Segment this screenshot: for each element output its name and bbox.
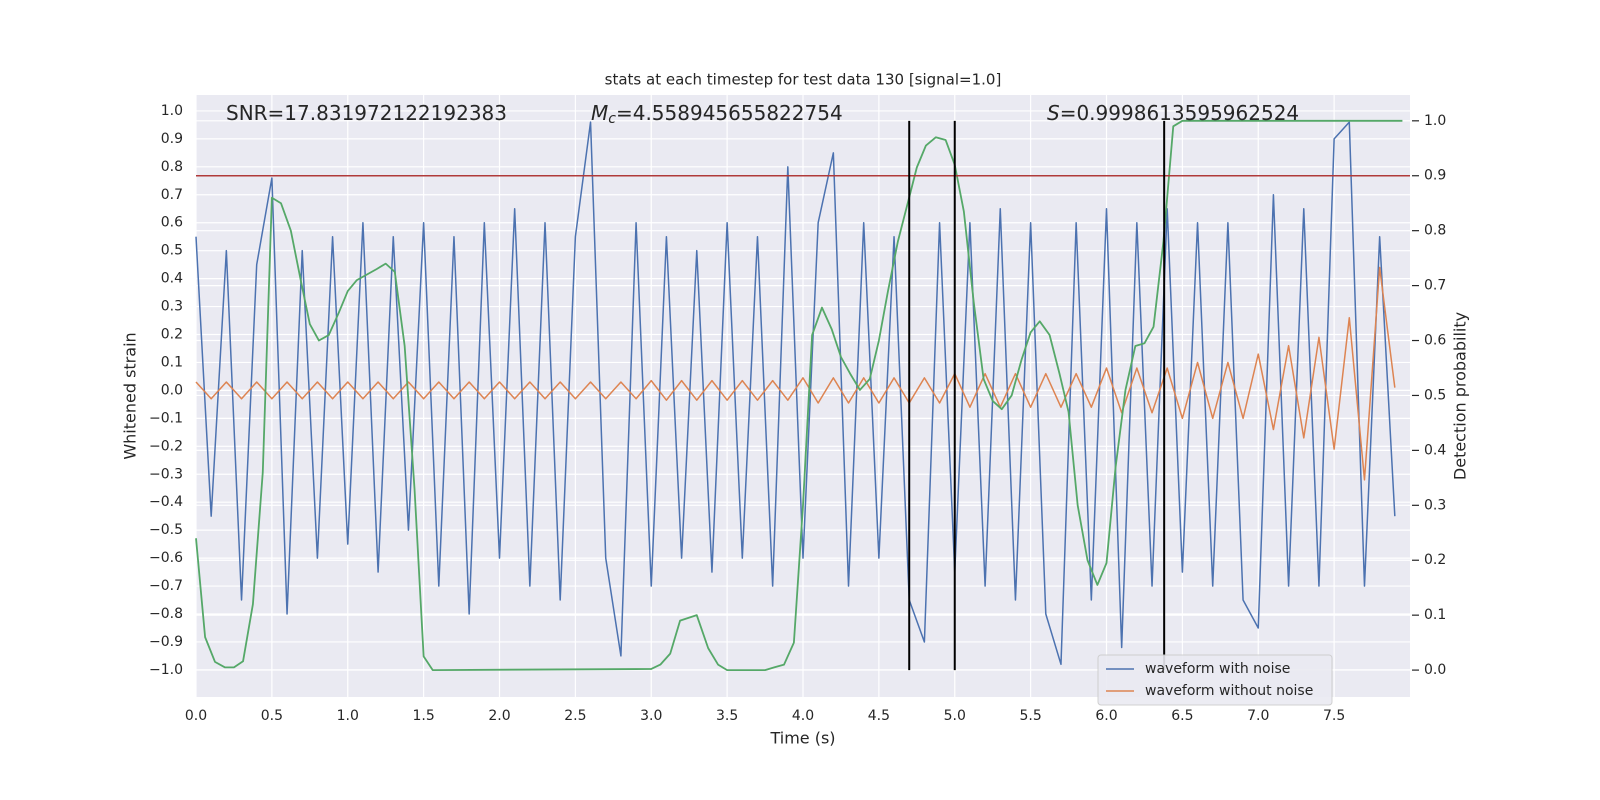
y-tick-label: −0.7: [149, 578, 183, 594]
annotation-symbol: M: [591, 101, 608, 125]
x-tick-label: 1.0: [337, 708, 359, 724]
y-tick-label: −0.5: [149, 522, 183, 538]
x-tick-label: 7.0: [1247, 708, 1269, 724]
annotation-text: =4.558945655822754: [616, 101, 843, 125]
x-tick-label: 6.0: [1095, 708, 1117, 724]
x-tick-label: 3.0: [640, 708, 662, 724]
grid: [195, 95, 1410, 697]
y-tick-label: −0.1: [149, 410, 183, 426]
labels: 0.0 0.5 1.0 1.5 2.0 2.5 3.0 3.5 4.0 4.5 5.0 5.5 6.0 6…: [149, 101, 1446, 725]
y-tick-label: 0.0: [161, 382, 183, 398]
x-tick-label: 6.5: [1171, 708, 1193, 724]
y2-tick-label: 1.0: [1424, 113, 1446, 129]
x-tick-label: 1.5: [412, 708, 434, 724]
annotation: S=0.9998613595962524: [1047, 101, 1299, 125]
x-tick-label: 7.5: [1323, 708, 1345, 724]
x-tick-label: 2.5: [564, 708, 586, 724]
data-line: [195, 119, 1403, 671]
annotation: Mc=4.558945655822754: [591, 101, 843, 128]
y-tick-label: 0.4: [161, 271, 183, 287]
data-line: [195, 266, 1396, 481]
y2-tick-label: 0.6: [1424, 333, 1446, 349]
y-tick-label: −1.0: [149, 662, 183, 678]
legend-box: [1097, 654, 1333, 706]
x-tick-label: 5.0: [944, 708, 966, 724]
x-tick-label: 3.5: [716, 708, 738, 724]
y-tick-label: −0.4: [149, 494, 183, 510]
y2-tick-label: 0.5: [1424, 387, 1446, 403]
y2-tick-label: 0.3: [1424, 497, 1446, 513]
y-tick-label: −0.8: [149, 606, 183, 622]
legend-label: waveform with noise: [1145, 661, 1290, 677]
x-tick-label: 4.0: [792, 708, 814, 724]
y2-tick-label: 0.7: [1424, 278, 1446, 294]
y-tick-label: −0.9: [149, 634, 183, 650]
x-tick-label: 0.5: [261, 708, 283, 724]
y-tick-label: 0.3: [161, 299, 183, 315]
x-tick-label: 4.5: [868, 708, 890, 724]
y-tick-label: 0.7: [161, 187, 183, 203]
y-tick-label: −0.6: [149, 550, 183, 566]
y2-tick-label: 0.9: [1424, 168, 1446, 184]
y2-tick-label: 0.1: [1424, 607, 1446, 623]
y2-tick-label: 0.0: [1424, 662, 1446, 678]
x-axis-label: Time (s): [769, 729, 835, 748]
annotation-text: =0.9998613595962524: [1060, 101, 1299, 125]
y-tick-label: −0.2: [149, 438, 183, 454]
y-tick-label: 0.5: [161, 243, 183, 259]
x-tick-label: 0.0: [185, 708, 207, 724]
y-tick-label: 0.1: [161, 354, 183, 370]
y-tick-label: 0.6: [161, 215, 183, 231]
y-tick-label: 0.2: [161, 327, 183, 343]
y-tick-label: −0.3: [149, 466, 183, 482]
annotation-text: SNR=17.831972122192383: [226, 101, 507, 125]
y2-tick-label: 0.2: [1424, 552, 1446, 568]
y-tick-label: 0.8: [161, 159, 183, 175]
y-tick-label: 1.0: [161, 103, 183, 119]
x-tick-label: 2.0: [488, 708, 510, 724]
y2-tick-label: 0.4: [1424, 442, 1446, 458]
chart-title: stats at each timestep for test data 130…: [605, 71, 1002, 89]
y2-axis-label: Detection probability: [1451, 312, 1470, 480]
y-tick-label: 0.9: [161, 131, 183, 147]
marks: [195, 119, 1410, 671]
y-axis-label: Whitened strain: [121, 332, 140, 459]
annotation-subscript: c: [608, 111, 616, 127]
x-tick-label: 5.5: [1019, 708, 1041, 724]
y2-tick-label: 0.8: [1424, 223, 1446, 239]
annotation: SNR=17.831972122192383: [226, 101, 507, 125]
legend-label: waveform without noise: [1145, 683, 1313, 699]
annotation-symbol: S: [1047, 101, 1060, 125]
